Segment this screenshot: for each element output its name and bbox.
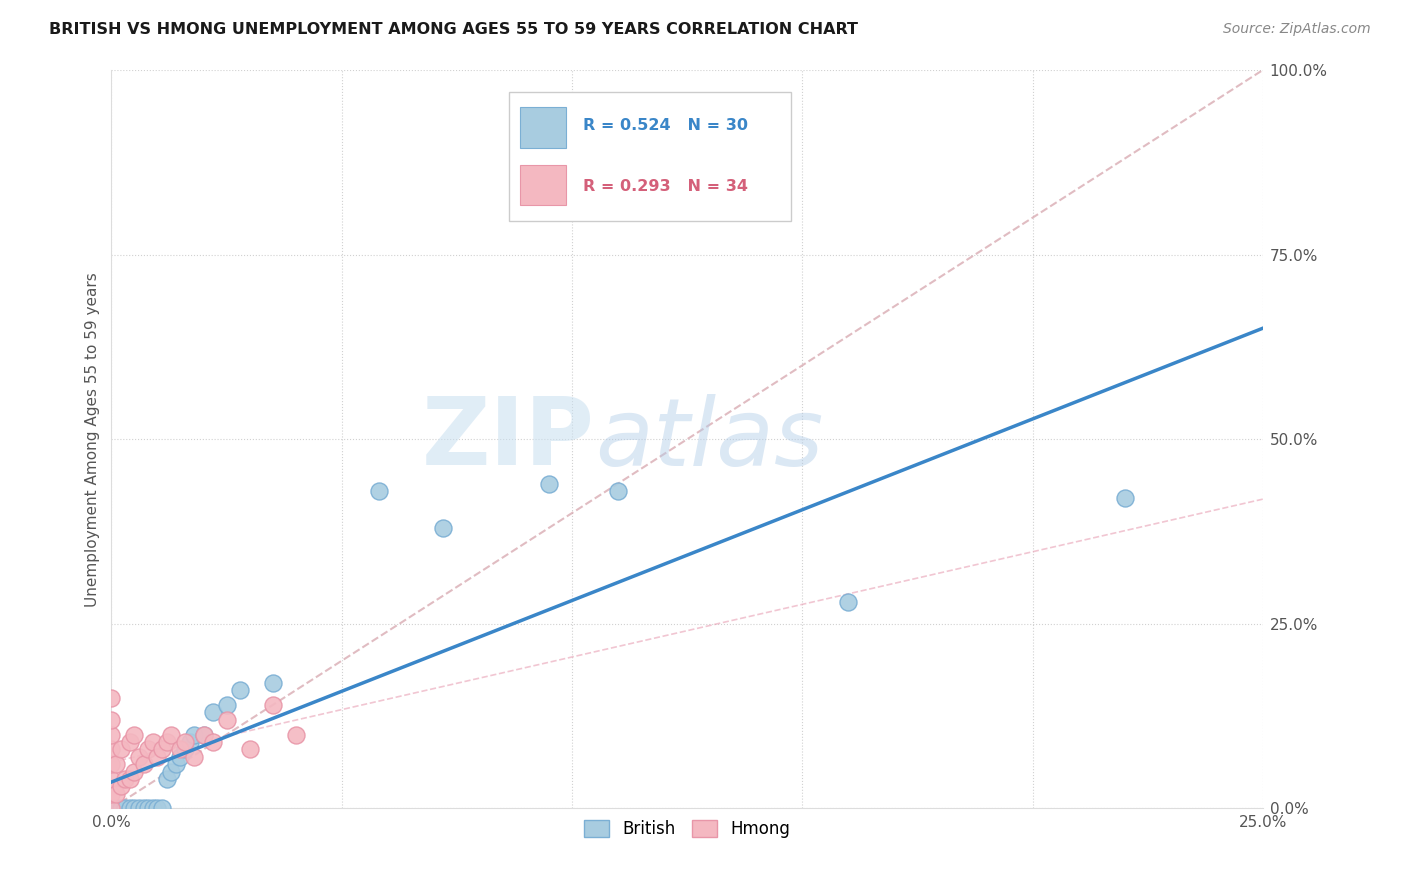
Point	[174, 742, 197, 756]
Point	[837, 595, 859, 609]
Point	[105, 801, 128, 815]
Point	[128, 749, 150, 764]
Text: ZIP: ZIP	[422, 393, 595, 485]
Point	[174, 735, 197, 749]
Point	[118, 735, 141, 749]
Point	[124, 764, 146, 779]
Legend: British, Hmong: British, Hmong	[578, 813, 797, 845]
Text: BRITISH VS HMONG UNEMPLOYMENT AMONG AGES 55 TO 59 YEARS CORRELATION CHART: BRITISH VS HMONG UNEMPLOYMENT AMONG AGES…	[49, 22, 858, 37]
Point	[100, 787, 122, 801]
Point	[179, 735, 201, 749]
FancyBboxPatch shape	[520, 107, 567, 147]
Point	[156, 735, 179, 749]
Point	[229, 683, 252, 698]
Point	[110, 801, 132, 815]
Point	[100, 728, 122, 742]
Point	[432, 521, 454, 535]
Point	[193, 728, 215, 742]
Point	[124, 801, 146, 815]
Point	[183, 728, 205, 742]
Point	[201, 735, 224, 749]
Point	[165, 757, 187, 772]
Point	[100, 713, 122, 727]
Point	[100, 801, 122, 815]
Point	[100, 801, 122, 815]
Point	[146, 749, 169, 764]
Point	[607, 483, 630, 498]
Point	[156, 772, 179, 786]
Point	[100, 690, 122, 705]
Point	[110, 742, 132, 756]
Point	[118, 801, 141, 815]
Point	[132, 801, 155, 815]
Text: R = 0.524   N = 30: R = 0.524 N = 30	[583, 118, 748, 133]
Point	[136, 801, 159, 815]
Point	[169, 742, 191, 756]
Point	[128, 801, 150, 815]
Point	[110, 779, 132, 793]
Point	[169, 749, 191, 764]
Point	[100, 742, 122, 756]
Point	[132, 757, 155, 772]
Point	[105, 757, 128, 772]
Point	[150, 742, 173, 756]
Point	[262, 676, 284, 690]
Point	[201, 706, 224, 720]
Point	[136, 742, 159, 756]
Text: R = 0.293   N = 34: R = 0.293 N = 34	[583, 179, 748, 194]
Point	[100, 757, 122, 772]
Point	[105, 787, 128, 801]
Point	[215, 698, 238, 712]
Text: atlas: atlas	[595, 393, 824, 484]
Point	[114, 772, 136, 786]
Point	[142, 735, 165, 749]
Point	[262, 698, 284, 712]
Point	[142, 801, 165, 815]
Point	[114, 801, 136, 815]
Point	[1114, 491, 1136, 506]
Point	[193, 728, 215, 742]
Point	[367, 483, 389, 498]
Point	[537, 476, 560, 491]
Point	[146, 801, 169, 815]
Text: Source: ZipAtlas.com: Source: ZipAtlas.com	[1223, 22, 1371, 37]
Point	[215, 713, 238, 727]
Point	[124, 728, 146, 742]
FancyBboxPatch shape	[509, 92, 790, 221]
Point	[150, 801, 173, 815]
Point	[100, 772, 122, 786]
Point	[118, 772, 141, 786]
Point	[284, 728, 307, 742]
Point	[160, 728, 183, 742]
Point	[160, 764, 183, 779]
FancyBboxPatch shape	[520, 164, 567, 205]
Point	[183, 749, 205, 764]
Y-axis label: Unemployment Among Ages 55 to 59 years: Unemployment Among Ages 55 to 59 years	[86, 272, 100, 607]
Point	[239, 742, 262, 756]
